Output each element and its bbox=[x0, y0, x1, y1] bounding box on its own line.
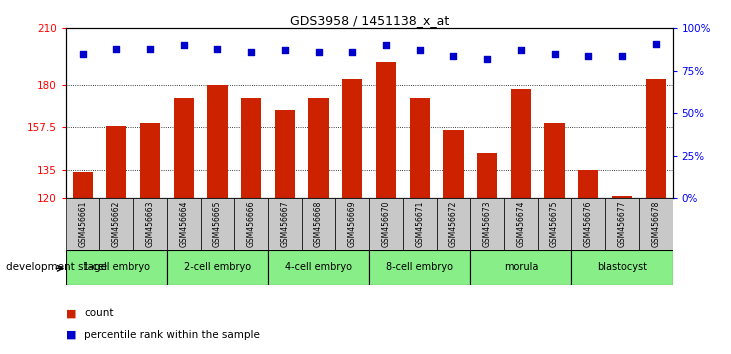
Bar bbox=[336, 198, 369, 250]
Point bbox=[549, 51, 561, 57]
Bar bbox=[66, 198, 99, 250]
Bar bbox=[470, 250, 572, 285]
Text: GSM456665: GSM456665 bbox=[213, 201, 222, 247]
Point bbox=[178, 42, 189, 48]
Bar bbox=[66, 250, 167, 285]
Text: GSM456661: GSM456661 bbox=[78, 201, 87, 247]
Text: count: count bbox=[84, 308, 113, 318]
Bar bbox=[268, 250, 369, 285]
Point bbox=[110, 46, 122, 52]
Bar bbox=[167, 198, 200, 250]
Bar bbox=[605, 198, 639, 250]
Text: ■: ■ bbox=[66, 330, 76, 339]
Bar bbox=[572, 250, 673, 285]
Text: GSM456678: GSM456678 bbox=[651, 201, 660, 247]
Point bbox=[313, 49, 325, 55]
Bar bbox=[72, 172, 93, 198]
Bar bbox=[200, 198, 235, 250]
Bar bbox=[639, 198, 673, 250]
Text: GSM456674: GSM456674 bbox=[516, 201, 526, 247]
Text: GSM456673: GSM456673 bbox=[482, 201, 492, 247]
Text: GSM456667: GSM456667 bbox=[281, 201, 289, 247]
Bar bbox=[369, 198, 403, 250]
Bar bbox=[545, 123, 564, 198]
Bar bbox=[302, 198, 336, 250]
Text: GSM456670: GSM456670 bbox=[382, 201, 390, 247]
Point bbox=[481, 56, 493, 62]
Bar bbox=[235, 198, 268, 250]
Bar bbox=[275, 109, 295, 198]
Text: 2-cell embryo: 2-cell embryo bbox=[184, 262, 251, 272]
Bar bbox=[99, 198, 133, 250]
Text: GSM456676: GSM456676 bbox=[584, 201, 593, 247]
Text: GSM456677: GSM456677 bbox=[618, 201, 626, 247]
Bar bbox=[241, 98, 261, 198]
Bar bbox=[167, 250, 268, 285]
Bar bbox=[470, 198, 504, 250]
Text: development stage: development stage bbox=[6, 262, 107, 272]
Bar bbox=[376, 62, 396, 198]
Point bbox=[346, 49, 358, 55]
Text: 1-cell embryo: 1-cell embryo bbox=[83, 262, 150, 272]
Text: ■: ■ bbox=[66, 308, 76, 318]
Bar bbox=[208, 85, 227, 198]
Bar bbox=[436, 198, 470, 250]
Bar bbox=[174, 98, 194, 198]
Bar bbox=[403, 198, 436, 250]
Bar bbox=[409, 98, 430, 198]
Text: morula: morula bbox=[504, 262, 538, 272]
Text: GSM456671: GSM456671 bbox=[415, 201, 424, 247]
Text: GSM456666: GSM456666 bbox=[246, 201, 256, 247]
Bar bbox=[511, 89, 531, 198]
Bar bbox=[578, 170, 599, 198]
Text: 4-cell embryo: 4-cell embryo bbox=[285, 262, 352, 272]
Text: GSM456668: GSM456668 bbox=[314, 201, 323, 247]
Bar bbox=[342, 79, 363, 198]
Point bbox=[447, 53, 459, 58]
Text: 8-cell embryo: 8-cell embryo bbox=[386, 262, 453, 272]
Bar bbox=[538, 198, 572, 250]
Point bbox=[144, 46, 156, 52]
Point bbox=[414, 47, 425, 53]
Text: percentile rank within the sample: percentile rank within the sample bbox=[84, 330, 260, 339]
Bar bbox=[504, 198, 538, 250]
Bar bbox=[645, 79, 666, 198]
Point bbox=[246, 49, 257, 55]
Point bbox=[515, 47, 526, 53]
Bar bbox=[106, 126, 126, 198]
Point bbox=[650, 41, 662, 46]
Point bbox=[380, 42, 392, 48]
Bar bbox=[369, 250, 470, 285]
Text: GSM456663: GSM456663 bbox=[145, 201, 154, 247]
Point bbox=[616, 53, 628, 58]
Text: GSM456669: GSM456669 bbox=[348, 201, 357, 247]
Point bbox=[279, 47, 291, 53]
Text: blastocyst: blastocyst bbox=[597, 262, 647, 272]
Bar bbox=[612, 196, 632, 198]
Point bbox=[583, 53, 594, 58]
Title: GDS3958 / 1451138_x_at: GDS3958 / 1451138_x_at bbox=[289, 14, 449, 27]
Text: GSM456662: GSM456662 bbox=[112, 201, 121, 247]
Bar bbox=[140, 123, 160, 198]
Text: GSM456675: GSM456675 bbox=[550, 201, 559, 247]
Text: GSM456672: GSM456672 bbox=[449, 201, 458, 247]
Bar bbox=[268, 198, 302, 250]
Text: GSM456664: GSM456664 bbox=[179, 201, 189, 247]
Bar bbox=[308, 98, 329, 198]
Bar bbox=[477, 153, 497, 198]
Bar bbox=[443, 130, 463, 198]
Bar bbox=[572, 198, 605, 250]
Point bbox=[77, 51, 88, 57]
Point bbox=[211, 46, 223, 52]
Bar bbox=[133, 198, 167, 250]
